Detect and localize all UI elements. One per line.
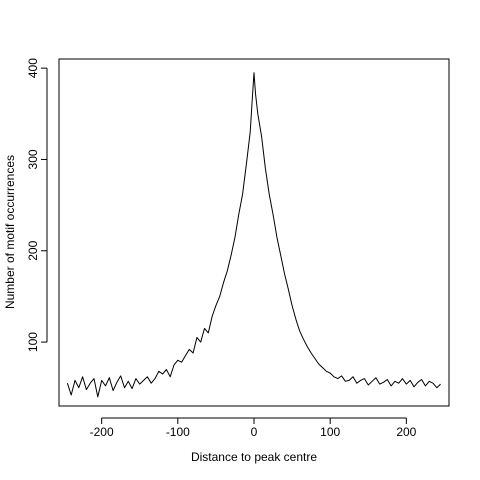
y-tick-label: 100 xyxy=(26,332,40,352)
x-tick-label: -200 xyxy=(90,425,114,439)
x-tick-label: 0 xyxy=(251,425,258,439)
x-tick-label: 100 xyxy=(320,425,340,439)
y-tick-label: 200 xyxy=(26,240,40,260)
y-axis-label: Number of motif occurrences xyxy=(3,155,17,309)
y-axis: 100 200 300 400 xyxy=(26,58,48,352)
x-axis-label: Distance to peak centre xyxy=(191,450,317,464)
x-tick-label: 200 xyxy=(396,425,416,439)
y-tick-label: 400 xyxy=(26,58,40,78)
x-tick-label: -100 xyxy=(166,425,190,439)
y-tick-label: 300 xyxy=(26,149,40,169)
motif-count-line xyxy=(66,72,441,398)
x-axis: -200 -100 0 100 200 xyxy=(90,417,417,439)
plot-area-border xyxy=(58,58,450,407)
